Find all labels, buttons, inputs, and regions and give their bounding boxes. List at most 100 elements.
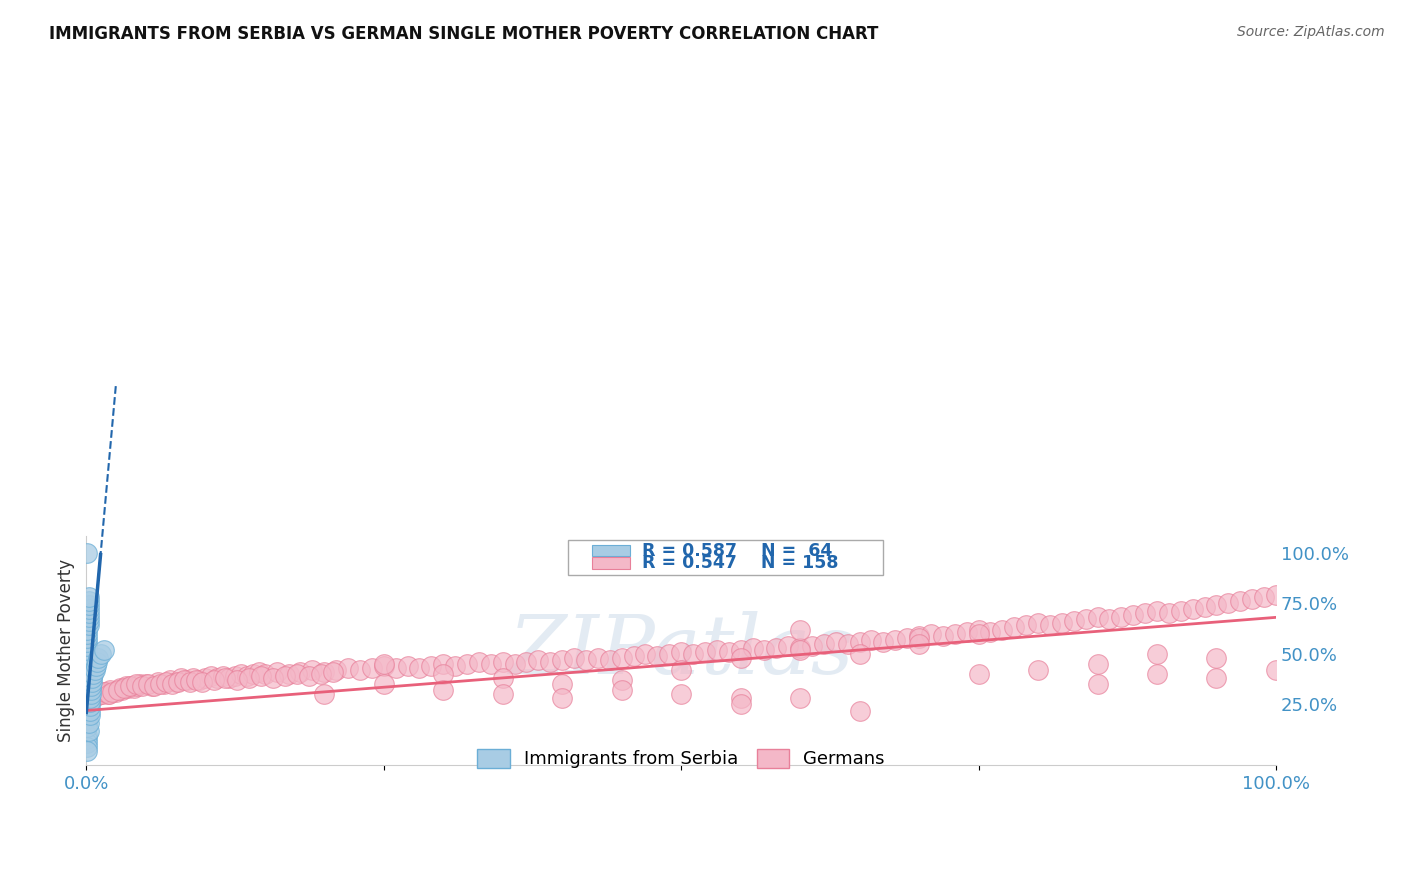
Point — [1146, 667, 1168, 681]
Point — [76, 736, 98, 750]
Point — [76, 683, 98, 698]
Point — [610, 683, 633, 698]
Point — [97, 687, 120, 701]
Point — [200, 669, 222, 683]
Point — [658, 647, 681, 661]
Y-axis label: Single Mother Poverty: Single Mother Poverty — [58, 559, 75, 742]
Point — [76, 651, 98, 665]
Legend: Immigrants from Serbia, Germans: Immigrants from Serbia, Germans — [470, 742, 893, 776]
Point — [82, 687, 104, 701]
Point — [274, 669, 297, 683]
Point — [176, 673, 198, 687]
Point — [250, 669, 273, 683]
Point — [90, 687, 112, 701]
Point — [1205, 598, 1227, 612]
Point — [1111, 610, 1133, 624]
Point — [125, 677, 148, 691]
Point — [1146, 604, 1168, 618]
Point — [84, 659, 107, 673]
Point — [152, 677, 174, 691]
Point — [93, 685, 115, 699]
Point — [242, 667, 264, 681]
Point — [77, 602, 100, 616]
Point — [1157, 607, 1180, 621]
Point — [813, 637, 835, 651]
Point — [190, 675, 212, 690]
Point — [77, 723, 100, 738]
Point — [173, 673, 195, 687]
Point — [1026, 663, 1049, 677]
Point — [669, 645, 692, 659]
Point — [384, 661, 406, 675]
Point — [789, 640, 811, 655]
Point — [76, 671, 98, 685]
Point — [551, 691, 574, 706]
Text: ZIPatlas: ZIPatlas — [509, 611, 853, 690]
Point — [77, 691, 100, 706]
Point — [77, 610, 100, 624]
Point — [515, 655, 537, 669]
Point — [298, 669, 321, 683]
Point — [82, 675, 104, 690]
Point — [503, 657, 526, 671]
Point — [309, 667, 332, 681]
Point — [214, 671, 236, 685]
Point — [765, 640, 787, 655]
Point — [77, 590, 100, 604]
Point — [76, 667, 98, 681]
Point — [179, 675, 201, 690]
Point — [80, 683, 103, 698]
Point — [920, 626, 942, 640]
Point — [98, 683, 121, 698]
Point — [160, 677, 183, 691]
Point — [1241, 592, 1264, 607]
Point — [82, 687, 104, 701]
Point — [90, 647, 112, 661]
Point — [76, 626, 98, 640]
Point — [77, 615, 100, 629]
Bar — [592, 557, 630, 569]
Point — [991, 623, 1014, 637]
Point — [932, 629, 955, 643]
Point — [120, 679, 142, 693]
Point — [1253, 590, 1275, 604]
Point — [322, 665, 344, 679]
Text: R = 0.587    N =  64: R = 0.587 N = 64 — [643, 541, 832, 559]
Point — [1087, 610, 1109, 624]
Point — [527, 653, 550, 667]
Point — [101, 685, 124, 699]
Point — [76, 655, 98, 669]
Point — [1194, 600, 1216, 615]
Point — [551, 653, 574, 667]
Point — [83, 690, 105, 704]
Point — [896, 631, 918, 645]
Point — [83, 663, 105, 677]
Point — [647, 648, 669, 663]
Point — [76, 631, 98, 645]
Point — [730, 691, 752, 706]
Point — [238, 671, 260, 685]
Point — [131, 679, 153, 693]
Point — [575, 653, 598, 667]
Point — [1265, 588, 1288, 602]
Point — [1265, 663, 1288, 677]
Point — [108, 681, 131, 696]
Point — [1122, 608, 1144, 623]
Point — [77, 607, 100, 621]
Point — [76, 707, 98, 722]
Point — [141, 679, 163, 693]
Point — [76, 731, 98, 746]
Point — [76, 663, 98, 677]
Point — [884, 632, 907, 647]
Point — [551, 677, 574, 691]
Point — [1181, 602, 1204, 616]
Point — [76, 679, 98, 693]
Point — [599, 653, 621, 667]
Point — [77, 598, 100, 612]
Point — [79, 695, 101, 709]
Point — [82, 671, 104, 685]
Point — [266, 665, 288, 679]
Point — [360, 661, 382, 675]
Point — [730, 642, 752, 657]
Point — [76, 720, 98, 734]
